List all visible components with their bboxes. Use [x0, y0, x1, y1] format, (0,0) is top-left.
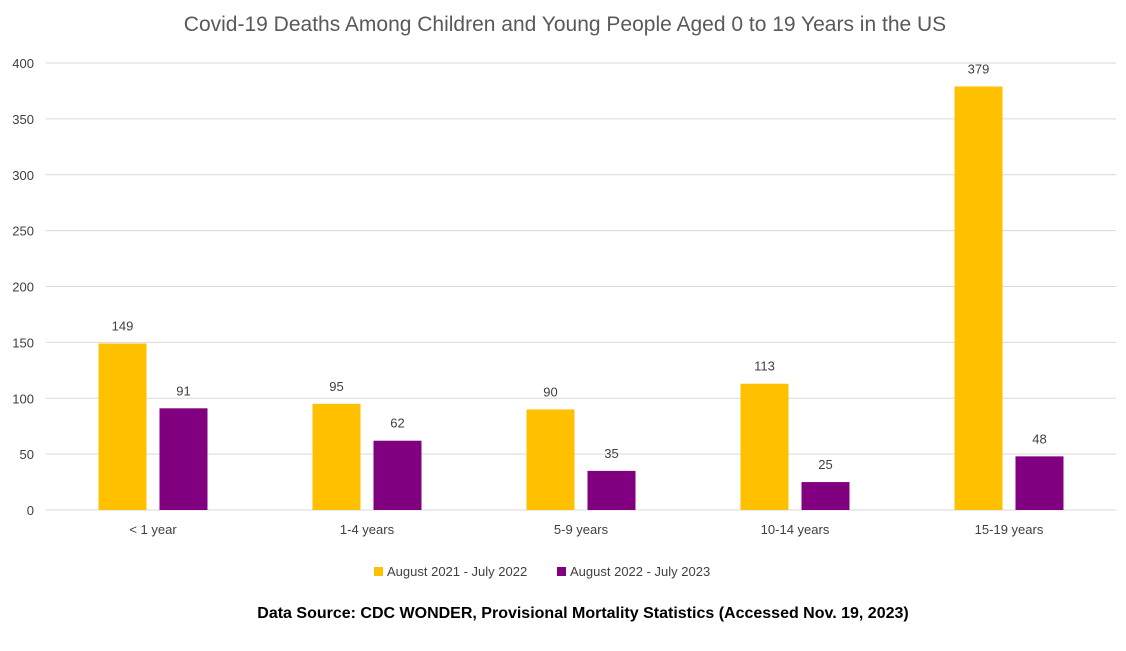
- legend: August 2021 - July 2022 August 2022 - Jul…: [374, 564, 710, 579]
- data-label: 48: [1032, 431, 1046, 446]
- bar: [373, 440, 422, 510]
- data-label: 91: [176, 383, 190, 398]
- data-label: 25: [818, 457, 832, 472]
- data-label: 113: [754, 359, 775, 374]
- data-label: 62: [390, 416, 404, 431]
- bar: [587, 470, 636, 510]
- bar: [526, 409, 575, 510]
- data-label: 35: [604, 446, 618, 461]
- bar: [159, 408, 208, 510]
- y-tick-label: 100: [12, 391, 34, 406]
- bar: [1015, 456, 1064, 510]
- data-source: Data Source: CDC WONDER, Provisional Mor…: [257, 605, 908, 622]
- x-tick-label: < 1 year: [129, 522, 177, 537]
- y-tick-label: 150: [12, 335, 34, 350]
- y-tick-label: 50: [20, 447, 34, 462]
- bar: [98, 343, 147, 510]
- x-tick-label: 5-9 years: [554, 522, 609, 537]
- chart-title: Covid-19 Deaths Among Children and Young…: [184, 13, 946, 36]
- data-label: 379: [968, 61, 990, 76]
- y-tick-label: 200: [12, 280, 34, 295]
- x-tick-label: 1-4 years: [340, 522, 395, 537]
- bar: [312, 403, 361, 510]
- bar: [954, 86, 1003, 510]
- bars: [98, 86, 1064, 510]
- bar: [740, 383, 789, 510]
- y-tick-label: 0: [27, 503, 34, 518]
- x-tick-label: 15-19 years: [975, 522, 1044, 537]
- x-tick-label: 10-14 years: [761, 522, 830, 537]
- legend-entry: August 2021 - July 2022: [387, 564, 527, 579]
- data-labels: 149 91 95 62 90 35 113 25 379 48: [112, 61, 1047, 472]
- legend-swatch: [374, 567, 383, 576]
- legend-entry: August 2022 - July 2023: [570, 564, 710, 579]
- y-tick-label: 250: [12, 224, 34, 239]
- data-label: 90: [543, 384, 557, 399]
- data-label: 149: [112, 318, 134, 333]
- y-tick-label: 350: [12, 112, 34, 127]
- y-tick-label: 400: [12, 56, 34, 71]
- x-axis: < 1 year 1-4 years 5-9 years 10-14 years 15-…: [129, 522, 1043, 537]
- data-label: 95: [329, 379, 343, 394]
- bar: [801, 482, 850, 510]
- gridlines: [46, 62, 1116, 511]
- legend-swatch: [557, 567, 566, 576]
- y-tick-label: 300: [12, 168, 34, 183]
- y-axis: 0 50 100 150 200 250 300 350 400: [12, 56, 34, 518]
